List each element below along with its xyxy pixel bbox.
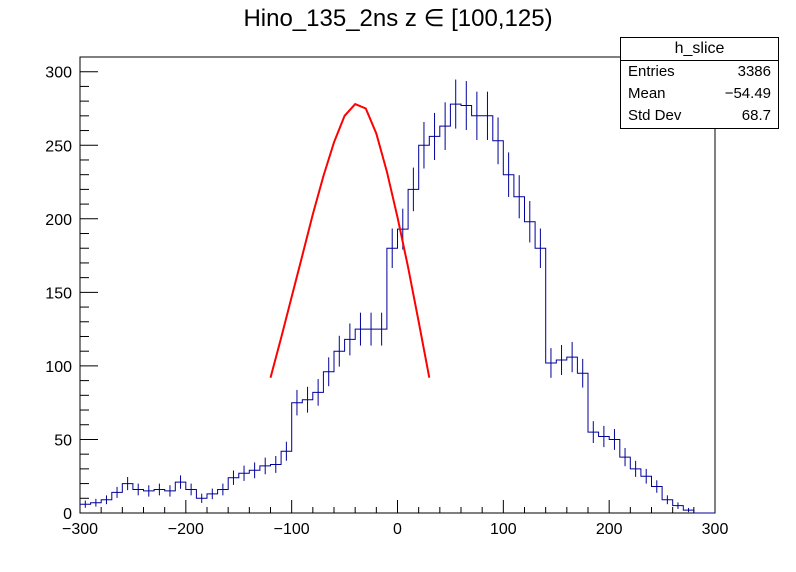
stats-box-name: h_slice <box>621 38 778 61</box>
x-tick-label: 200 <box>596 521 623 538</box>
stats-stddev-value: 68.7 <box>741 107 771 124</box>
stats-entries-value: 3386 <box>737 63 771 80</box>
y-tick-label: 300 <box>45 65 72 82</box>
y-tick-label: 250 <box>45 138 72 155</box>
stats-stddev-label: Std Dev <box>628 107 682 124</box>
stats-box: h_slice Entries 3386 Mean −54.49 Std Dev… <box>620 37 779 129</box>
y-tick-label: 50 <box>54 432 72 449</box>
stats-row-entries: Entries 3386 <box>621 61 778 83</box>
stats-row-mean: Mean −54.49 <box>621 83 778 105</box>
x-tick-label: 100 <box>490 521 517 538</box>
x-tick-label: 0 <box>393 521 402 538</box>
stats-mean-label: Mean <box>628 85 666 102</box>
y-tick-label: 150 <box>45 285 72 302</box>
y-tick-label: 100 <box>45 359 72 376</box>
x-tick-label: −200 <box>168 521 204 538</box>
y-tick-label: 200 <box>45 212 72 229</box>
fit-curve <box>269 102 431 378</box>
chart-title: Hino_135_2ns z ∈ [100,125) <box>243 5 553 32</box>
x-tick-label: −100 <box>274 521 310 538</box>
x-tick-label: 300 <box>702 521 729 538</box>
stats-row-stddev: Std Dev 68.7 <box>621 105 778 127</box>
y-tick-label: 0 <box>63 506 72 523</box>
stats-entries-label: Entries <box>628 63 675 80</box>
stats-mean-value: −54.49 <box>724 85 771 102</box>
x-tick-label: −300 <box>62 521 98 538</box>
histogram-outline <box>80 103 715 514</box>
